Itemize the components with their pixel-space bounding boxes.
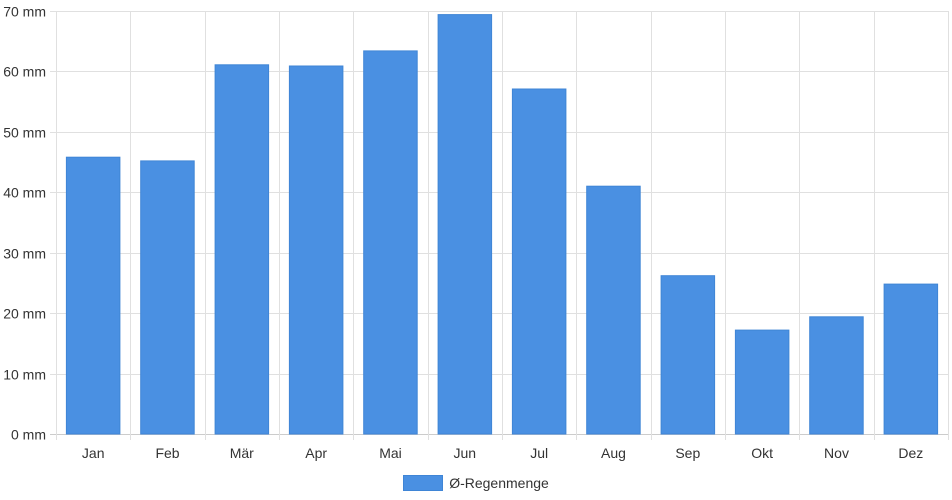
- legend[interactable]: Ø-Regenmenge: [0, 473, 952, 493]
- x-axis-ticks: Jan Feb Mär Apr Mai Jun Jul Aug Sep Okt Nov Dez: [82, 445, 923, 461]
- x-tick-label: Apr: [305, 445, 327, 461]
- y-tick-label: 0 mm: [11, 427, 46, 443]
- y-tick-label: 70 mm: [3, 4, 46, 20]
- bar-dez[interactable]: [883, 283, 939, 435]
- bar-okt[interactable]: [734, 329, 790, 435]
- bar-apr[interactable]: [288, 65, 344, 435]
- bar-mai[interactable]: [363, 50, 418, 435]
- legend-label: Ø-Regenmenge: [449, 475, 549, 491]
- bar-mär[interactable]: [214, 64, 270, 435]
- x-tick-label: Dez: [898, 445, 923, 461]
- y-axis-ticks: 0 mm 10 mm 20 mm 30 mm 40 mm 50 mm 60 mm 70 mm: [3, 4, 46, 443]
- bar-jul[interactable]: [511, 88, 567, 435]
- x-tick-label: Mär: [230, 445, 254, 461]
- y-tick-label: 60 mm: [3, 64, 46, 80]
- x-tick-label: Jun: [454, 445, 477, 461]
- y-tick-label: 20 mm: [3, 306, 46, 322]
- x-tick-label: Okt: [751, 445, 773, 461]
- bar-feb[interactable]: [140, 160, 195, 435]
- bars: [65, 14, 939, 435]
- bar-nov[interactable]: [809, 316, 864, 435]
- grid-lines: [50, 11, 949, 440]
- x-tick-label: Nov: [824, 445, 849, 461]
- bar-aug[interactable]: [586, 185, 641, 435]
- x-tick-label: Aug: [601, 445, 626, 461]
- x-tick-label: Jul: [530, 445, 548, 461]
- y-tick-label: 10 mm: [3, 367, 46, 383]
- bar-jun[interactable]: [437, 14, 493, 435]
- x-tick-label: Feb: [155, 445, 179, 461]
- x-tick-label: Mai: [379, 445, 402, 461]
- y-tick-label: 50 mm: [3, 125, 46, 141]
- y-tick-label: 40 mm: [3, 185, 46, 201]
- x-tick-label: Sep: [675, 445, 700, 461]
- bar-jan[interactable]: [65, 156, 121, 435]
- legend-swatch: [403, 475, 444, 491]
- bar-sep[interactable]: [660, 275, 716, 435]
- x-tick-label: Jan: [82, 445, 105, 461]
- y-tick-label: 30 mm: [3, 246, 46, 262]
